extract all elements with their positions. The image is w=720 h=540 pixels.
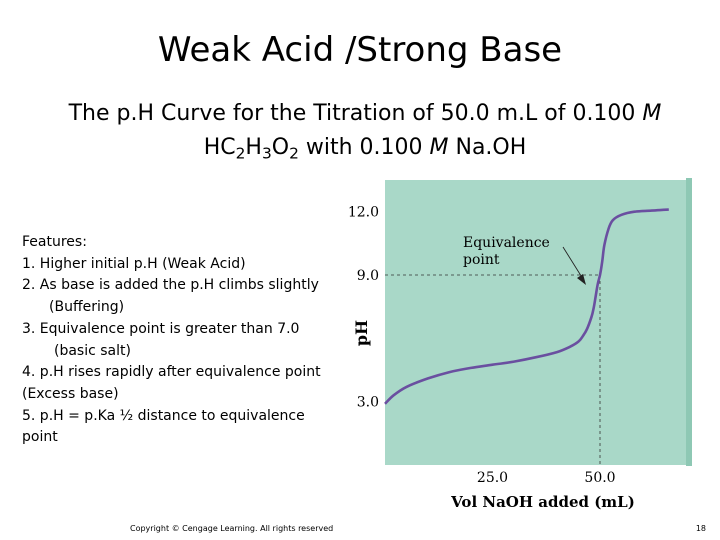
formula-sub-2a: 2: [235, 144, 246, 163]
feature-1: 1. Higher initial p.H (Weak Acid): [22, 255, 246, 272]
annotation-line-1: Equivalence: [463, 235, 550, 251]
y-axis-label: pH: [352, 320, 371, 346]
slide-number: 18: [695, 524, 706, 533]
feature-5-cont: point: [22, 429, 58, 446]
subtitle-line-2-tail: Na.OH: [448, 135, 527, 160]
feature-3: 3. Equivalence point is greater than 7.0: [22, 320, 300, 337]
formula-h: H: [245, 135, 262, 160]
x-axis-label: Vol NaOH added (mL): [450, 493, 635, 511]
plot-edge: [686, 178, 692, 466]
feature-5: 5. p.H = p.Ka ½ distance to equivalence: [22, 407, 305, 424]
ph-curve-series: [384, 208, 669, 405]
y-tick-label: 3.0: [357, 395, 379, 411]
subtitle-molarity-symbol: M: [642, 101, 662, 126]
copyright-notice: Copyright © Cengage Learning. All rights…: [130, 524, 334, 533]
feature-2-cont: (Buffering): [49, 299, 125, 316]
y-tick-group: 3.0 9.0 12.0: [348, 205, 379, 411]
titration-chart: 3.0 9.0 12.0 25.0 50.0 Equivalence point pH…: [348, 178, 692, 511]
x-tick-label: 50.0: [584, 470, 615, 486]
annotation-line-2: point: [463, 252, 500, 268]
formula-sub-3: 3: [261, 144, 272, 163]
x-tick-label: 25.0: [477, 470, 508, 486]
plot-background: [385, 180, 686, 465]
y-tick-label: 12.0: [348, 205, 379, 221]
slide-title: Weak Acid /Strong Base: [157, 30, 563, 70]
feature-4: 4. p.H rises rapidly after equivalence p…: [22, 364, 321, 381]
subtitle-line-1: The p.H Curve for the Titration of 50.0 …: [40, 97, 690, 131]
subtitle-molarity-symbol-2: M: [429, 135, 449, 160]
features-list: Features: 1. Higher initial p.H (Weak Ac…: [22, 232, 362, 449]
subtitle-line-2: HC2H3O2 with 0.100 M Na.OH: [40, 131, 690, 171]
formula-o: O: [271, 135, 290, 160]
annotation-arrowhead: [577, 274, 586, 285]
formula-hc: HC: [203, 135, 236, 160]
formula-sub-2b: 2: [289, 144, 299, 163]
features-heading: Features:: [22, 234, 87, 250]
feature-2: 2. As base is added the p.H climbs sligh…: [22, 277, 319, 294]
feature-4-cont: (Excess base): [22, 385, 119, 402]
feature-3-cont: (basic salt): [54, 342, 131, 359]
annotation-arrow: [562, 246, 584, 280]
y-tick-label: 9.0: [357, 268, 379, 284]
slide-subtitle: The p.H Curve for the Titration of 50.0 …: [40, 97, 690, 171]
subtitle-line-2-mid: with 0.100: [298, 135, 430, 160]
x-tick-group: 25.0 50.0: [477, 470, 616, 486]
subtitle-line-1-text: The p.H Curve for the Titration of 50.0 …: [68, 101, 643, 126]
